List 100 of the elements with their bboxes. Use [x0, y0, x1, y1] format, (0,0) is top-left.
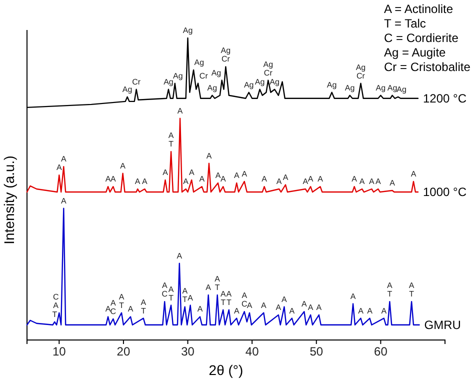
annotation: A — [56, 163, 62, 172]
annotation: Ag — [263, 60, 274, 69]
annotation: T — [168, 293, 174, 302]
annotation: Cr — [221, 54, 230, 64]
x-tick-label: 50 — [310, 344, 324, 359]
annotation: Ag — [387, 83, 398, 92]
annotation: C — [241, 300, 248, 309]
annotation: A — [110, 174, 116, 184]
annotation: A — [134, 177, 141, 186]
annotation: A — [282, 294, 288, 304]
annotation: A — [206, 151, 212, 160]
annotation: A — [105, 174, 112, 184]
annotation: Cr — [264, 68, 273, 78]
annotation: T — [182, 294, 188, 304]
annotation: Ag — [220, 46, 231, 56]
annotation: Cr = Cristobalite — [384, 60, 471, 74]
annotation: A — [215, 170, 222, 180]
annotation: A — [199, 174, 206, 184]
annotation: A — [359, 177, 366, 186]
annotation: C — [52, 292, 59, 302]
annotation: A — [410, 169, 417, 178]
annotation: A — [276, 302, 282, 312]
annotation: A — [188, 293, 194, 302]
x-axis-title: 2θ (°) — [208, 362, 244, 378]
annotation: C — [110, 306, 116, 316]
annotation: Ag — [254, 77, 265, 86]
annotation: A — [381, 306, 388, 316]
annotation: A — [408, 281, 415, 290]
annotation: Ag — [344, 83, 355, 92]
annotation: A — [197, 304, 204, 314]
annotation: A — [162, 168, 169, 177]
annotation: A — [260, 300, 267, 310]
x-tick-label: 20 — [116, 344, 130, 359]
series-label: 1000 °C — [422, 185, 467, 200]
annotation: Ag — [182, 26, 193, 35]
annotation: A — [289, 306, 296, 316]
annotation: A — [350, 292, 356, 301]
annotation: Ag — [270, 77, 280, 86]
annotation: C — [162, 290, 168, 299]
annotation: Ag — [244, 80, 254, 90]
annotation: A — [214, 274, 221, 284]
series-label: 1200 °C — [422, 91, 467, 106]
annotation: A — [390, 178, 396, 188]
annotation: T — [140, 306, 146, 316]
annotation: A — [246, 300, 253, 310]
annotation: T — [214, 283, 220, 292]
annotation: A — [220, 174, 226, 184]
annotation: A — [183, 177, 190, 186]
annotation: A — [118, 292, 125, 302]
annotation: T — [220, 298, 226, 307]
annotation: A — [234, 170, 240, 180]
x-tick-label: 10 — [52, 344, 66, 359]
annotation: A — [308, 302, 314, 312]
series-label: GMRU — [424, 318, 461, 332]
annotation: A — [182, 286, 188, 296]
annotation: A — [220, 289, 226, 298]
annotation: Ag — [326, 80, 337, 90]
annotation: A — [369, 177, 376, 186]
annotation: A — [110, 298, 116, 308]
annotation: T — [168, 140, 174, 149]
annotation: A — [308, 174, 314, 184]
annotation: A — [352, 174, 358, 184]
x-tick-label: 40 — [245, 344, 260, 359]
annotation: A — [226, 289, 232, 298]
annotation: A — [242, 169, 248, 178]
annotation: A — [60, 154, 67, 164]
annotation: A — [177, 106, 184, 116]
text: T = Talc — [384, 16, 426, 30]
annotation: Ag — [164, 77, 174, 86]
annotation: Ag — [173, 71, 183, 80]
annotation: Ag — [194, 58, 204, 68]
x-tick-label: 60 — [374, 344, 388, 359]
annotation: A — [234, 306, 240, 316]
annotation: A — [53, 300, 60, 310]
annotation: A — [262, 174, 268, 184]
annotation: A — [188, 168, 195, 177]
annotation: A — [358, 306, 364, 316]
annotation: T — [119, 300, 124, 310]
annotation: A — [375, 177, 382, 186]
annotation: C = Cordierite — [384, 31, 459, 45]
annotation: A — [60, 196, 67, 206]
annotation: A — [105, 304, 112, 314]
annotation: A — [206, 283, 212, 292]
annotation: T — [387, 290, 392, 299]
annotation: T — [409, 290, 414, 299]
annotation: A — [176, 251, 183, 260]
annotation: A — [242, 291, 248, 300]
y-axis-title: Intensity (a.u.) — [1, 156, 17, 244]
annotation: A — [276, 177, 282, 186]
annotation: Cr — [132, 77, 141, 86]
annotation: Ag = Augite — [384, 46, 446, 60]
annotation: A — [302, 177, 309, 186]
annotation: A — [387, 281, 394, 290]
annotation: A — [316, 302, 322, 312]
annotation: A — [162, 281, 168, 290]
x-tick-label: 30 — [181, 344, 195, 359]
annotation: A — [142, 177, 148, 186]
annotation: Ag — [122, 84, 132, 94]
annotation: A — [140, 298, 147, 307]
text: A = Actinolite — [384, 2, 454, 16]
